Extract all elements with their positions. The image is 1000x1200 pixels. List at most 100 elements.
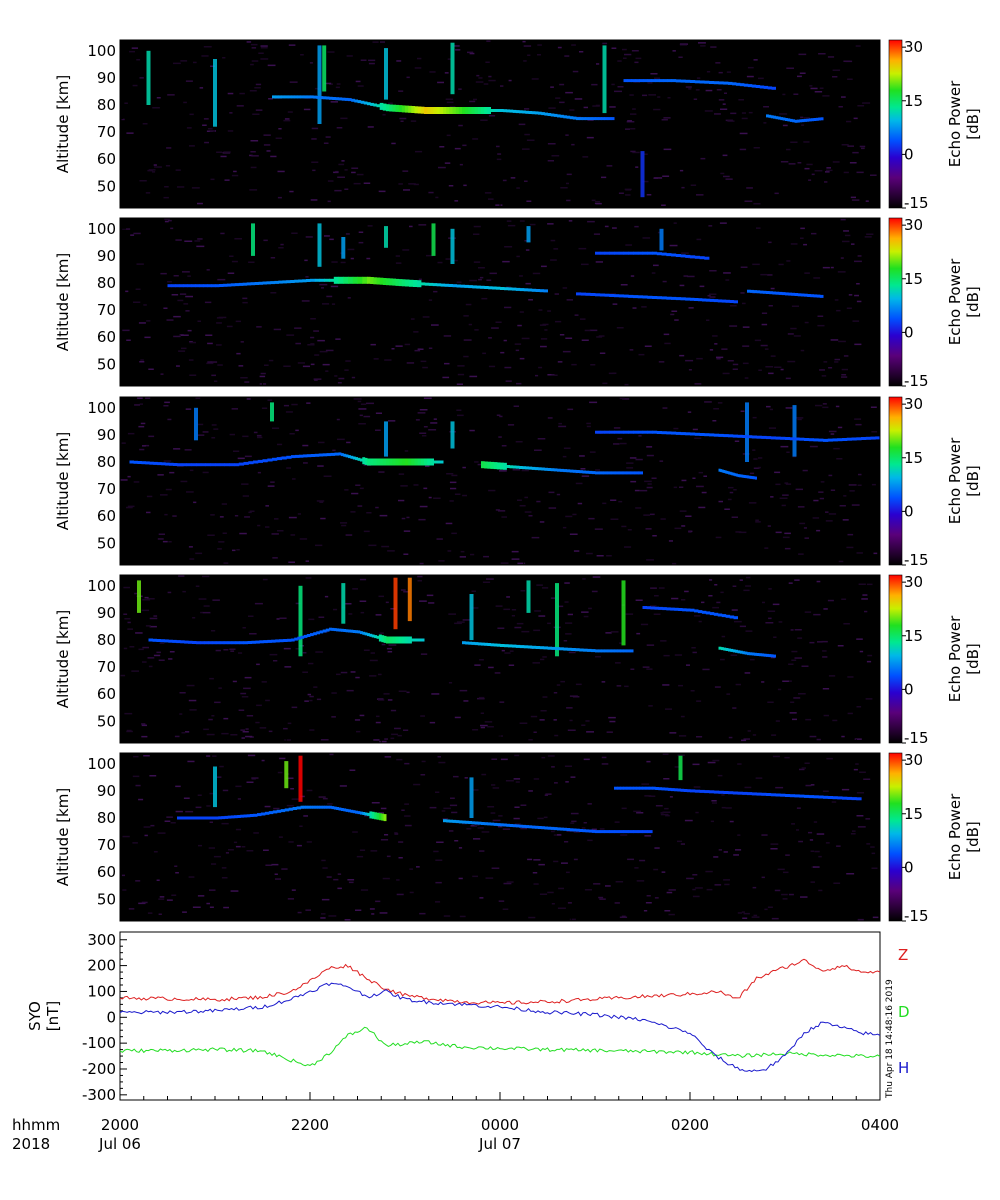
noise-speck xyxy=(713,856,719,858)
noise-speck xyxy=(817,641,823,643)
noise-speck xyxy=(170,822,176,824)
noise-speck xyxy=(457,365,465,367)
noise-speck xyxy=(825,842,830,844)
echo-layer-cell xyxy=(591,117,596,121)
noise-speck xyxy=(201,55,209,57)
noise-speck xyxy=(256,704,262,707)
echo-layer-cell xyxy=(794,293,799,296)
echo-layer-cell xyxy=(639,786,643,790)
noise-speck xyxy=(769,408,773,411)
noise-speck xyxy=(341,524,347,527)
echo-layer-cell xyxy=(398,105,403,113)
echo-layer-cell xyxy=(645,786,650,790)
noise-speck xyxy=(686,664,690,666)
echo-layer-cell xyxy=(222,283,228,287)
echo-layer-cell xyxy=(405,105,409,113)
noise-speck xyxy=(130,234,135,236)
noise-speck xyxy=(728,736,733,739)
echo-layer-cell xyxy=(506,823,510,827)
noise-speck xyxy=(526,139,535,141)
noise-speck xyxy=(730,112,737,115)
noise-speck xyxy=(223,649,229,651)
echo-noise xyxy=(121,40,877,206)
noise-speck xyxy=(585,720,590,722)
echo-layer-cell xyxy=(420,106,425,114)
noise-speck xyxy=(679,284,685,287)
noise-speck xyxy=(423,397,432,399)
noise-speck xyxy=(780,161,789,163)
echo-layer-cell xyxy=(658,606,663,610)
noise-speck xyxy=(606,555,612,557)
noise-speck xyxy=(206,755,211,757)
noise-speck xyxy=(644,480,652,483)
noise-speck xyxy=(653,613,661,615)
noise-speck xyxy=(148,169,156,171)
echo-layer-cell xyxy=(576,828,580,832)
noise-speck xyxy=(363,530,370,533)
y-tick-label: 80 xyxy=(97,96,116,114)
echo-layer-cell xyxy=(718,81,724,85)
echo-layer-cell xyxy=(587,648,592,652)
echo-layer-cell xyxy=(799,437,805,441)
noise-speck xyxy=(182,911,187,913)
colorbar-label: Echo Power xyxy=(946,793,964,880)
noise-speck xyxy=(381,545,390,548)
noise-speck xyxy=(507,224,516,227)
noise-speck xyxy=(781,504,786,507)
echo-layer-cell xyxy=(373,277,377,285)
noise-speck xyxy=(734,440,740,442)
noise-speck xyxy=(196,245,205,248)
noise-speck xyxy=(472,789,479,791)
noise-speck xyxy=(843,495,847,497)
noise-speck xyxy=(291,889,296,891)
noise-speck xyxy=(167,418,172,421)
noise-speck xyxy=(586,552,593,555)
colorbar-gradient xyxy=(888,217,903,387)
noise-speck xyxy=(501,445,507,447)
echo-layer-cell xyxy=(436,107,441,114)
noise-speck xyxy=(420,653,428,655)
noise-speck xyxy=(454,45,460,47)
echo-layer-cell xyxy=(515,824,520,828)
echo-layer-cell xyxy=(267,639,272,643)
noise-speck xyxy=(613,443,620,445)
noise-speck xyxy=(542,587,549,589)
echo-layer-cell xyxy=(287,638,292,642)
echo-layer-cell xyxy=(167,284,172,288)
noise-speck xyxy=(778,263,784,266)
noise-speck xyxy=(303,108,311,111)
noise-speck xyxy=(287,898,294,900)
echo-layer-cell xyxy=(720,469,723,473)
noise-speck xyxy=(319,501,324,503)
noise-speck xyxy=(487,726,494,728)
noise-speck xyxy=(841,598,847,600)
noise-speck xyxy=(795,488,803,491)
noise-speck xyxy=(236,105,244,107)
echo-layer-cell xyxy=(401,279,406,287)
noise-speck xyxy=(810,850,815,852)
noise-speck xyxy=(516,622,524,625)
noise-speck xyxy=(244,381,250,383)
noise-speck xyxy=(134,592,138,595)
noise-speck xyxy=(481,297,488,300)
mag-y-tick-label: 200 xyxy=(87,957,116,975)
noise-speck xyxy=(763,106,769,108)
noise-speck xyxy=(337,438,345,441)
echo-layer-cell xyxy=(203,641,209,645)
noise-speck xyxy=(320,739,329,741)
echo-layer-cell xyxy=(770,436,776,440)
echo-layer-cell xyxy=(751,84,757,88)
echo-layer-cell xyxy=(718,646,722,650)
echo-layer-cell xyxy=(742,435,748,438)
noise-speck xyxy=(526,200,532,202)
echo-layer-cell xyxy=(458,820,463,824)
echo-layer-cell xyxy=(642,295,648,299)
noise-speck xyxy=(403,729,409,731)
noise-speck xyxy=(197,895,205,897)
noise-speck xyxy=(811,173,815,176)
noise-speck xyxy=(767,525,771,527)
noise-speck xyxy=(532,872,538,874)
noise-speck xyxy=(235,828,241,831)
noise-speck xyxy=(788,663,794,665)
noise-speck xyxy=(254,602,263,605)
